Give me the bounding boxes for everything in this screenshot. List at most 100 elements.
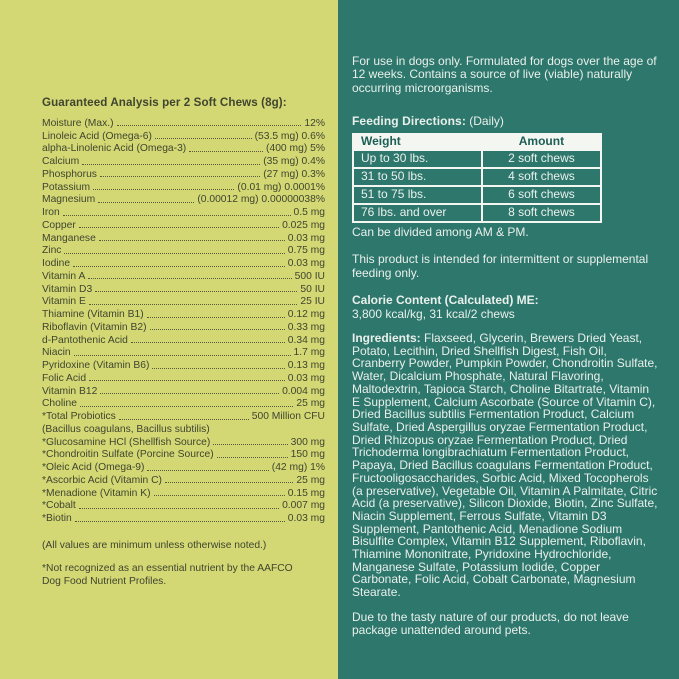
analysis-row: *Total Probiotics 500 Million CFU — [42, 409, 325, 422]
analysis-row: *Glucosamine HCl (Shellfish Source) 300 … — [42, 435, 325, 448]
weight-cell: 31 to 50 lbs. — [354, 169, 481, 186]
analysis-row: Iodine 0.03 mg — [42, 256, 325, 269]
analysis-row: (Bacillus coagulans, Bacillus subtilis) — [42, 422, 325, 435]
dotted-leader — [189, 150, 264, 152]
calorie-content: Calorie Content (Calculated) ME: 3,800 kc… — [352, 293, 659, 321]
nutrient-name: (Bacillus coagulans, Bacillus subtilis) — [42, 423, 210, 435]
analysis-row: *Menadione (Vitamin K) 0.15 mg — [42, 486, 325, 499]
analysis-row: Iron 0.5 mg — [42, 205, 325, 218]
dotted-leader — [64, 252, 285, 254]
nutrient-name: Copper — [42, 219, 76, 231]
calorie-content-label: Calorie Content (Calculated) ME: — [352, 293, 539, 308]
nutrient-name: Vitamin D3 — [42, 283, 93, 295]
nutrient-value: (0.01 mg) 0.0001% — [237, 181, 325, 193]
usage-statement: For use in dogs only. Formulated for dog… — [352, 54, 657, 95]
nutrient-value: 0.5 mg — [293, 207, 325, 218]
nutrient-name: Choline — [42, 398, 77, 410]
analysis-row: *Cobalt 0.007 mg — [42, 499, 325, 512]
nutrient-value: 0.13 mg — [287, 360, 325, 371]
table-row: 51 to 75 lbs. 6 soft chews — [354, 187, 600, 204]
weight-cell: 51 to 75 lbs. — [354, 187, 481, 204]
nutrient-name: *Oleic Acid (Omega-9) — [42, 462, 145, 473]
analysis-row: Choline 25 mg — [42, 397, 325, 410]
nutrient-name: Zinc — [42, 245, 62, 257]
analysis-row: Vitamin B12 0.004 mg — [42, 384, 325, 397]
amount-cell: 8 soft chews — [482, 205, 600, 222]
nutrient-value: 50 IU — [300, 283, 325, 295]
analysis-row: Moisture (Max.) 12% — [42, 116, 325, 129]
nutrient-value: 500 Million CFU — [251, 411, 325, 422]
nutrient-name: alpha-Linolenic Acid (Omega-3) — [42, 143, 187, 155]
nutrient-name: Pyridoxine (Vitamin B6) — [42, 360, 150, 371]
nutrient-name: Iron — [42, 207, 60, 218]
intermittent-feeding-note: This product is intended for intermitten… — [352, 252, 649, 280]
nutrient-name: *Chondroitin Sulfate (Porcine Source) — [42, 449, 214, 461]
nutrient-value: 150 mg — [290, 449, 325, 461]
nutrient-value: 0.12 mg — [287, 309, 325, 320]
nutrient-name: Vitamin A — [42, 270, 86, 282]
ingredients-paragraph: Ingredients: Flaxseed, Glycerin, Brewers… — [352, 332, 659, 599]
analysis-row: *Biotin 0.03 mg — [42, 511, 325, 524]
dotted-leader — [73, 354, 291, 356]
nutrient-value: 0.007 mg — [282, 500, 325, 512]
nutrient-name: Moisture (Max.) — [42, 117, 114, 129]
analysis-row: Thiamine (Vitamin B1) 0.12 mg — [42, 307, 325, 320]
dotted-leader — [100, 393, 280, 394]
nutrient-value: 0.33 mg — [287, 321, 325, 333]
nutrient-value: 0.03 mg — [287, 232, 325, 244]
dotted-leader — [147, 469, 269, 471]
ingredients-text: Flaxseed, Glycerin, Brewers Dried Yeast,… — [352, 331, 658, 600]
nutrient-value: (400 mg) 5% — [266, 143, 325, 155]
dotted-leader — [88, 278, 292, 280]
nutrient-name: Phosphorus — [42, 168, 97, 180]
analysis-row: *Oleic Acid (Omega-9) (42 mg) 1% — [42, 460, 325, 473]
nutrient-name: *Total Probiotics — [42, 411, 116, 422]
analysis-row: Folic Acid 0.03 mg — [42, 371, 325, 384]
dotted-leader — [99, 176, 261, 178]
nutrient-value: 300 mg — [290, 436, 325, 448]
dotted-leader — [152, 367, 285, 369]
nutrient-name: Linoleic Acid (Omega-6) — [42, 130, 152, 142]
dotted-leader — [89, 380, 285, 382]
calorie-content-value: 3,800 kcal/kg, 31 kcal/2 chews — [352, 306, 515, 321]
dotted-leader — [154, 138, 252, 139]
dotted-leader — [149, 329, 285, 331]
dotted-leader — [153, 495, 285, 496]
nutrient-name: Riboflavin (Vitamin B2) — [42, 321, 147, 333]
dotted-leader — [88, 303, 298, 305]
table-header-weight: Weight — [354, 134, 481, 150]
nutrient-name: Manganese — [42, 232, 96, 244]
analysis-row: Riboflavin (Vitamin B2) 0.33 mg — [42, 320, 325, 333]
dotted-leader — [164, 482, 294, 484]
analysis-row: Calcium (35 mg) 0.4% — [42, 154, 325, 167]
nutrient-name: *Cobalt — [42, 500, 76, 512]
nutrient-name: Thiamine (Vitamin B1) — [42, 309, 144, 320]
feeding-directions-frequency: (Daily) — [469, 114, 504, 129]
nutrient-name: d-Pantothenic Acid — [42, 334, 128, 346]
analysis-row: Pyridoxine (Vitamin B6) 0.13 mg — [42, 358, 325, 371]
nutrient-value: 0.004 mg — [282, 385, 325, 397]
analysis-row: alpha-Linolenic Acid (Omega-3) (400 mg) … — [42, 142, 325, 155]
nutrient-value: (0.00012 mg) 0.00000038% — [197, 194, 325, 206]
nutrient-value: 0.34 mg — [287, 334, 325, 346]
nutrient-value: 0.75 mg — [287, 245, 325, 257]
nutrient-name: Niacin — [42, 347, 71, 359]
dotted-leader — [95, 291, 298, 292]
analysis-row: d-Pantothenic Acid 0.34 mg — [42, 333, 325, 346]
table-row: 76 lbs. and over 8 soft chews — [354, 205, 600, 222]
table-row: 31 to 50 lbs. 4 soft chews — [354, 169, 600, 186]
nutrient-value: 25 mg — [296, 474, 325, 486]
nutrient-name: *Biotin — [42, 513, 72, 524]
table-header-amount: Amount — [482, 134, 600, 150]
dotted-leader — [74, 520, 285, 522]
analysis-row: Magnesium (0.00012 mg) 0.00000038% — [42, 193, 325, 206]
analysis-row: Vitamin A 500 IU — [42, 269, 325, 282]
nutrient-name: Vitamin B12 — [42, 385, 98, 397]
nutrient-value: (42 mg) 1% — [271, 462, 325, 473]
nutrient-value: 0.03 mg — [287, 258, 325, 269]
analysis-row: *Ascorbic Acid (Vitamin C) 25 mg — [42, 473, 325, 486]
ingredients-label: Ingredients: — [352, 331, 421, 346]
nutrient-value: 0.025 mg — [282, 219, 325, 231]
guaranteed-analysis-title: Guaranteed Analysis per 2 Soft Chews (8g… — [42, 96, 287, 109]
